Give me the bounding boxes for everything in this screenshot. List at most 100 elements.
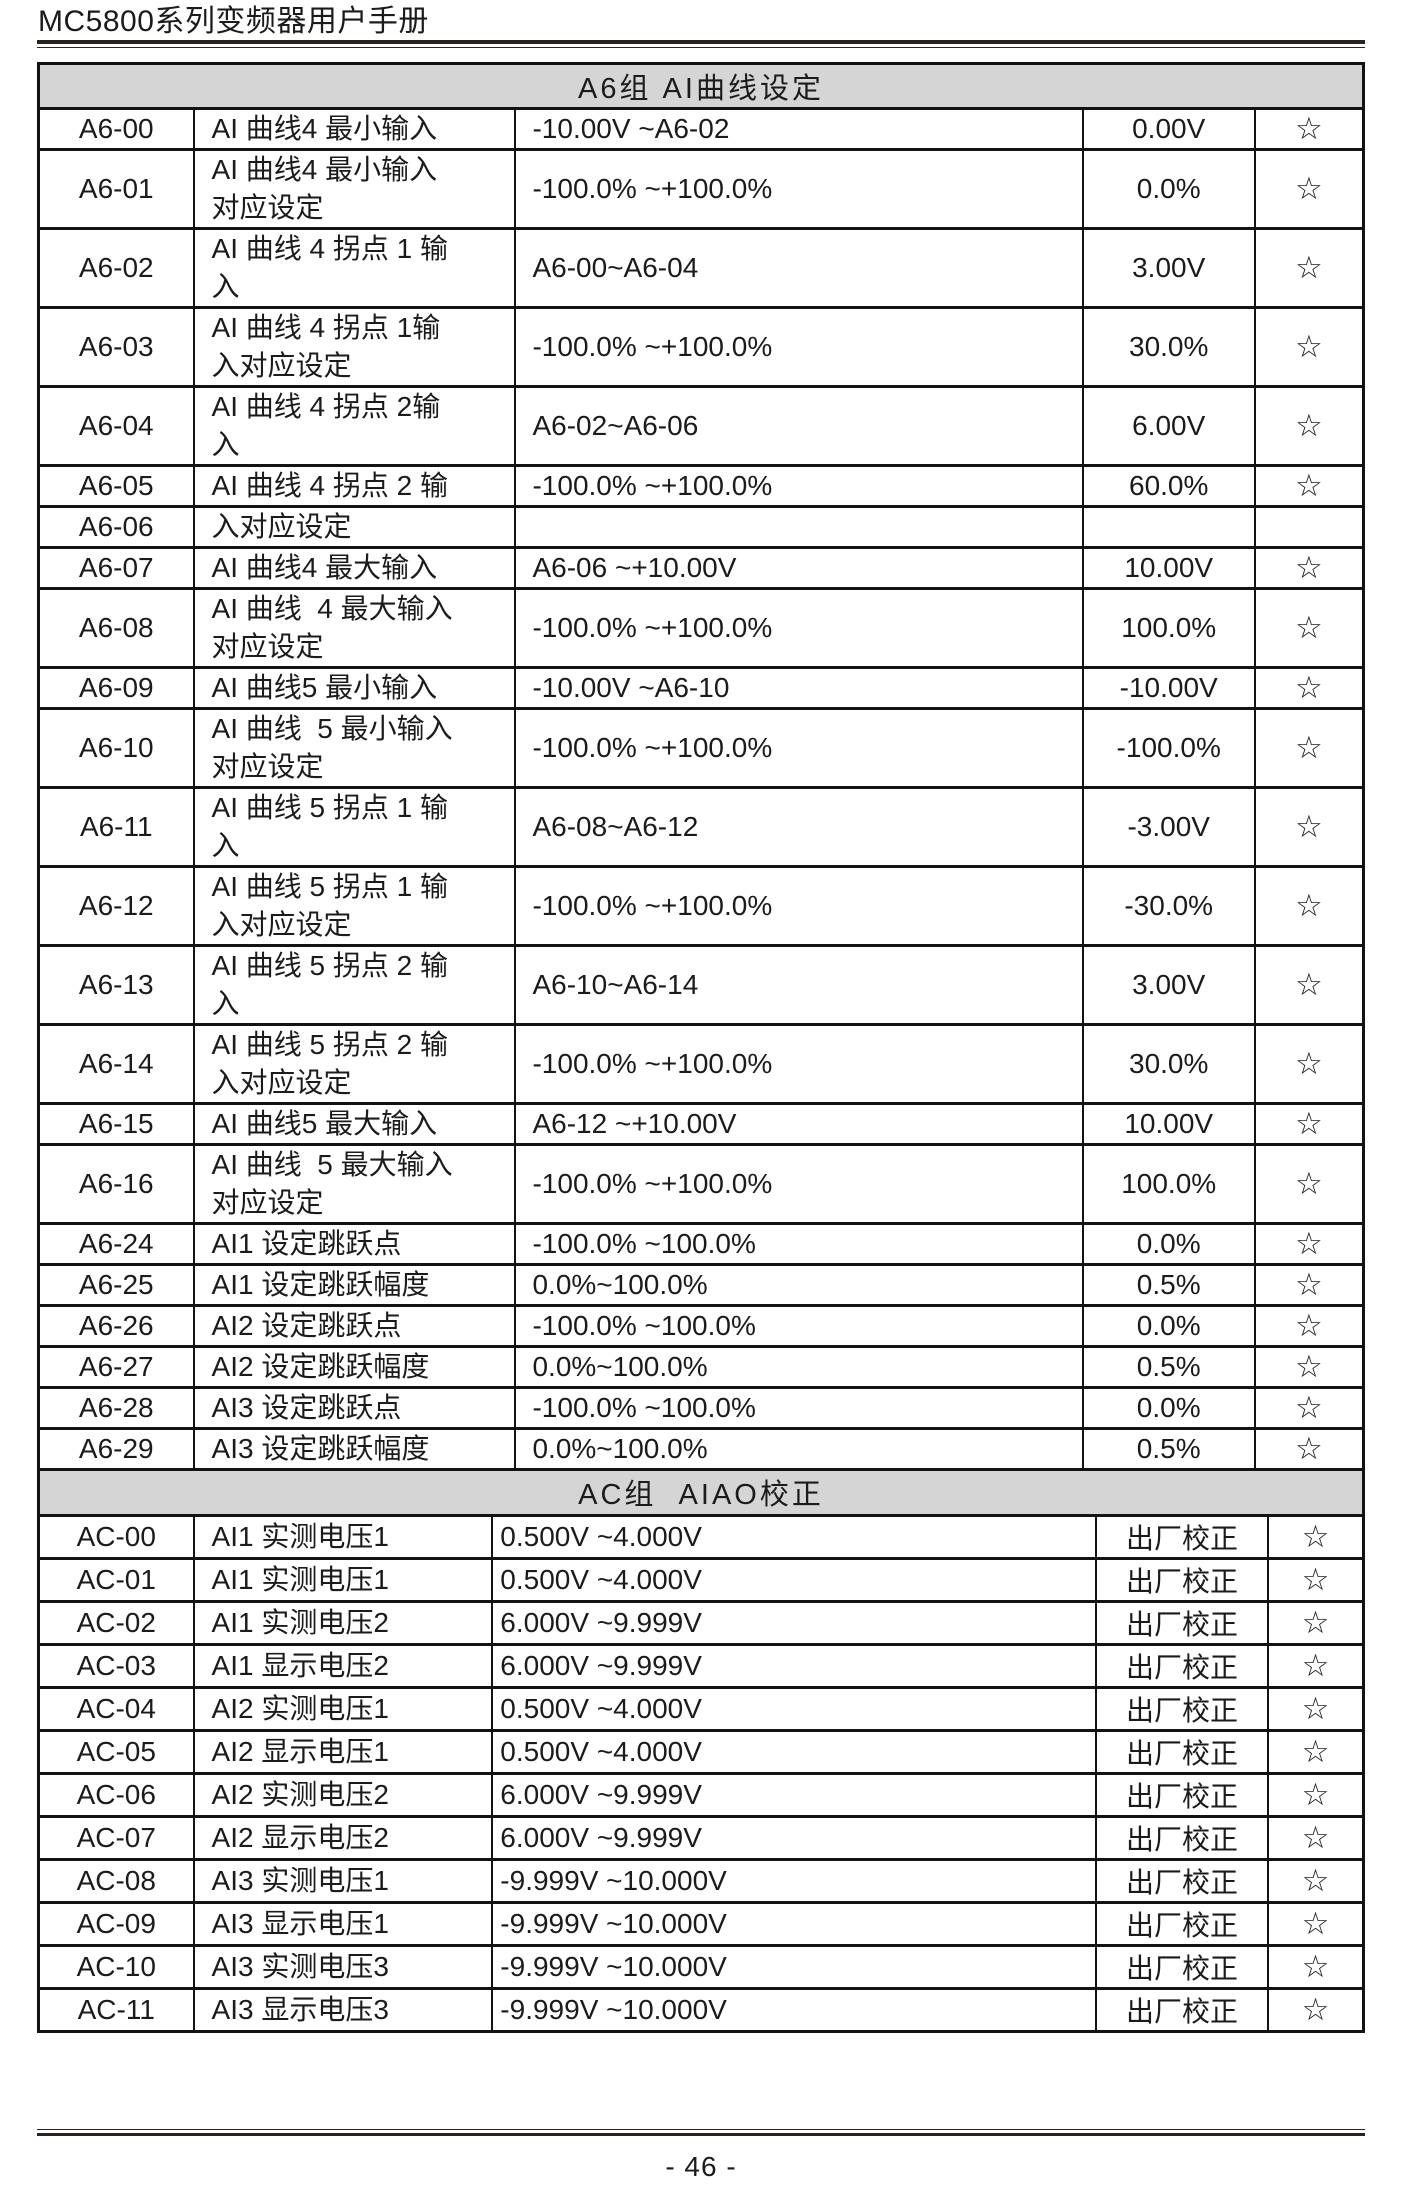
star-icon: ☆	[1253, 107, 1365, 151]
param-name: AI1 设定跳跃幅度	[192, 1263, 517, 1307]
star-icon: ☆	[1267, 1728, 1365, 1775]
param-default-value: 出厂校正	[1094, 1771, 1270, 1818]
param-code: A6-12	[37, 865, 195, 947]
star-icon: ☆	[1253, 1222, 1365, 1266]
table-row: AC-04 AI2 实测电压1 0.500V ~4.000V 出厂校正 ☆	[37, 1685, 1365, 1732]
param-code: AC-05	[37, 1728, 195, 1775]
star-icon: ☆	[1253, 546, 1365, 590]
param-default-value: 6.00V	[1081, 385, 1256, 467]
table-row: A6-13 AI 曲线 5 拐点 2 输 入 A6-10~A6-14 3.00V ☆	[37, 944, 1365, 1026]
param-range: -100.0% ~+100.0%	[514, 464, 1084, 508]
param-default-value: 30.0%	[1081, 306, 1256, 388]
param-range: -100.0% ~+100.0%	[514, 587, 1084, 669]
param-code: AC-06	[37, 1771, 195, 1818]
param-name: AI1 实测电压1	[192, 1556, 494, 1603]
param-range: -100.0% ~100.0%	[514, 1386, 1084, 1430]
table-row: A6-25 AI1 设定跳跃幅度 0.0%~100.0% 0.5% ☆	[37, 1263, 1365, 1307]
table-row: AC-09 AI3 显示电压1 -9.999V ~10.000V 出厂校正 ☆	[37, 1900, 1365, 1947]
param-range: 0.0%~100.0%	[514, 1263, 1084, 1307]
table-row: A6-27 AI2 设定跳跃幅度 0.0%~100.0% 0.5% ☆	[37, 1345, 1365, 1389]
star-icon: ☆	[1267, 1599, 1365, 1646]
star-icon	[1253, 505, 1365, 549]
param-name: AI 曲线4 最小输入 对应设定	[192, 148, 517, 230]
star-icon: ☆	[1267, 1513, 1365, 1560]
param-code: A6-07	[37, 546, 195, 590]
table-row: AC-02 AI1 实测电压2 6.000V ~9.999V 出厂校正 ☆	[37, 1599, 1365, 1646]
table-row: A6-26 AI2 设定跳跃点 -100.0% ~100.0% 0.0% ☆	[37, 1304, 1365, 1348]
param-name: AI3 显示电压1	[192, 1900, 494, 1947]
param-default-value: 出厂校正	[1094, 1599, 1270, 1646]
param-code: AC-02	[37, 1599, 195, 1646]
param-name: AI3 设定跳跃点	[192, 1386, 517, 1430]
param-default-value: 0.5%	[1081, 1345, 1256, 1389]
param-default-value: 10.00V	[1081, 1102, 1256, 1146]
star-icon: ☆	[1267, 1556, 1365, 1603]
param-default-value: -30.0%	[1081, 865, 1256, 947]
param-default-value: 出厂校正	[1094, 1642, 1270, 1689]
star-icon: ☆	[1253, 666, 1365, 710]
param-code: A6-24	[37, 1222, 195, 1266]
param-default-value: 0.00V	[1081, 107, 1256, 151]
param-range: -100.0% ~+100.0%	[514, 306, 1084, 388]
star-icon: ☆	[1267, 1900, 1365, 1947]
param-code: AC-03	[37, 1642, 195, 1689]
param-name: AI 曲线 5 最小输入 对应设定	[192, 707, 517, 789]
param-code: A6-13	[37, 944, 195, 1026]
param-code: AC-04	[37, 1685, 195, 1732]
param-range: -100.0% ~100.0%	[514, 1222, 1084, 1266]
param-name: AI3 实测电压1	[192, 1857, 494, 1904]
table-row: A6-12 AI 曲线 5 拐点 1 输 入对应设定 -100.0% ~+100.0…	[37, 865, 1365, 947]
star-icon: ☆	[1253, 1345, 1365, 1389]
param-code: AC-10	[37, 1943, 195, 1990]
section-header-row: A6组 AI曲线设定	[38, 63, 1364, 109]
table-row: AC-06 AI2 实测电压2 6.000V ~9.999V 出厂校正 ☆	[37, 1771, 1365, 1818]
star-icon: ☆	[1267, 1943, 1365, 1990]
param-code: A6-04	[37, 385, 195, 467]
star-icon: ☆	[1253, 1427, 1365, 1471]
param-code: AC-08	[37, 1857, 195, 1904]
section-title-a6: A6组 AI曲线设定	[38, 63, 1364, 109]
table-row: A6-10 AI 曲线 5 最小输入 对应设定 -100.0% ~+100.0% -1…	[37, 707, 1365, 789]
param-default-value: 出厂校正	[1094, 1986, 1270, 2033]
param-rows-ac: AC-00 AI1 实测电压1 0.500V ~4.000V 出厂校正 ☆ AC-01 AI…	[37, 1513, 1365, 2033]
star-icon: ☆	[1253, 1102, 1365, 1146]
param-range: -9.999V ~10.000V	[491, 1986, 1097, 2033]
param-code: A6-06	[37, 505, 195, 549]
param-range: A6-06 ~+10.00V	[514, 546, 1084, 590]
param-code: A6-02	[37, 227, 195, 309]
param-range: -100.0% ~+100.0%	[514, 707, 1084, 789]
param-code: A6-00	[37, 107, 195, 151]
star-icon: ☆	[1253, 227, 1365, 309]
param-range: A6-10~A6-14	[514, 944, 1084, 1026]
param-default-value: 出厂校正	[1094, 1943, 1270, 1990]
param-code: A6-11	[37, 786, 195, 868]
param-default-value: 100.0%	[1081, 587, 1256, 669]
param-range	[514, 505, 1084, 549]
doc-header: MC5800系列变频器用户手册	[37, 6, 1365, 48]
param-default-value: 3.00V	[1081, 227, 1256, 309]
star-icon: ☆	[1267, 1771, 1365, 1818]
param-name: AI2 实测电压2	[192, 1771, 494, 1818]
param-default-value: 100.0%	[1081, 1143, 1256, 1225]
table-row: AC-11 AI3 显示电压3 -9.999V ~10.000V 出厂校正 ☆	[37, 1986, 1365, 2033]
param-range: 6.000V ~9.999V	[491, 1814, 1097, 1861]
param-name: AI3 实测电压3	[192, 1943, 494, 1990]
table-row: A6-11 AI 曲线 5 拐点 1 输 入 A6-08~A6-12 -3.00V ☆	[37, 786, 1365, 868]
param-range: -9.999V ~10.000V	[491, 1900, 1097, 1947]
param-name: AI 曲线 5 拐点 2 输 入对应设定	[192, 1023, 517, 1105]
table-row: A6-02 AI 曲线 4 拐点 1 输 入 A6-00~A6-04 3.00V ☆	[37, 227, 1365, 309]
star-icon: ☆	[1267, 1814, 1365, 1861]
param-range: -100.0% ~+100.0%	[514, 865, 1084, 947]
param-range: -100.0% ~100.0%	[514, 1304, 1084, 1348]
star-icon: ☆	[1253, 1023, 1365, 1105]
param-range: -9.999V ~10.000V	[491, 1857, 1097, 1904]
parameter-tables: A6组 AI曲线设定 A6-00 AI 曲线4 最小输入 -10.00V ~A6-0…	[37, 62, 1365, 2033]
header-rule	[37, 40, 1365, 48]
param-name: AI 曲线 4 拐点 2 输	[192, 464, 517, 508]
param-code: A6-03	[37, 306, 195, 388]
param-code: AC-07	[37, 1814, 195, 1861]
param-name: AI1 实测电压2	[192, 1599, 494, 1646]
param-range: A6-00~A6-04	[514, 227, 1084, 309]
param-name: AI 曲线 4 拐点 2输 入	[192, 385, 517, 467]
param-range: A6-12 ~+10.00V	[514, 1102, 1084, 1146]
